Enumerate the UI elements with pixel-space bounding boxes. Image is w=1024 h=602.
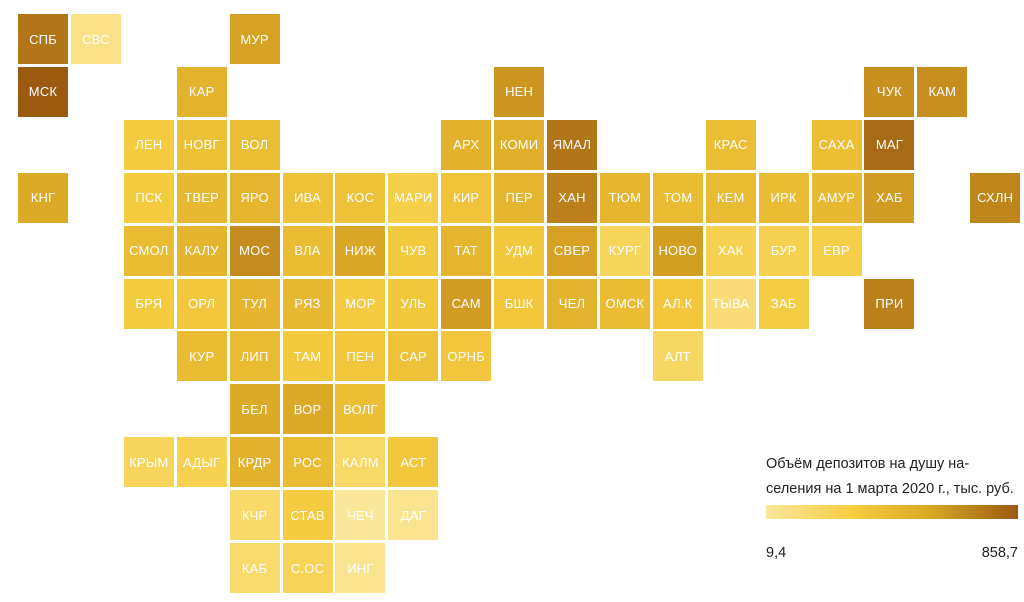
region-tile-С.ОС: С.ОС: [282, 543, 333, 593]
region-tile-ЧЕЧ: ЧЕЧ: [335, 490, 386, 541]
region-tile-ДАГ: ДАГ: [388, 490, 439, 541]
region-tile-ЯМАЛ: ЯМАЛ: [547, 119, 597, 170]
region-tile-НОВГ: НОВГ: [176, 119, 227, 170]
region-tile-РОС: РОС: [282, 437, 333, 488]
legend: Объём депозитов на душу на-селения на 1 …: [766, 452, 1018, 561]
region-tile-НОВО: НОВО: [652, 225, 703, 276]
legend-title: Объём депозитов на душу на-селения на 1 …: [766, 456, 1014, 497]
region-tile-САМ: САМ: [441, 278, 492, 329]
region-tile-ХАН: ХАН: [547, 172, 597, 223]
region-tile-РЯЗ: РЯЗ: [282, 278, 333, 329]
region-tile-ЗАБ: ЗАБ: [758, 278, 809, 329]
region-tile-ОМСК: ОМСК: [599, 278, 650, 329]
region-tile-БШК: БШК: [494, 278, 545, 329]
region-tile-ТОМ: ТОМ: [652, 172, 703, 223]
region-tile-АСТ: АСТ: [388, 437, 439, 488]
region-tile-КЧР: КЧР: [229, 490, 280, 541]
region-tile-ЛЕН: ЛЕН: [123, 119, 174, 170]
region-tile-ТАМ: ТАМ: [282, 331, 333, 382]
region-tile-КАБ: КАБ: [229, 543, 280, 593]
region-tile-КАЛМ: КАЛМ: [335, 437, 386, 488]
region-tile-КРЫМ: КРЫМ: [123, 437, 174, 488]
region-tile-ТВЕР: ТВЕР: [176, 172, 227, 223]
region-tile-САР: САР: [388, 331, 439, 382]
legend-max-label: 858,7: [981, 545, 1018, 561]
region-tile-СМОЛ: СМОЛ: [123, 225, 174, 276]
region-tile-БУР: БУР: [758, 225, 809, 276]
region-tile-КАЛУ: КАЛУ: [176, 225, 227, 276]
region-tile-СВЕР: СВЕР: [547, 225, 597, 276]
region-tile-ПРИ: ПРИ: [864, 278, 915, 329]
region-tile-ВОЛГ: ВОЛГ: [335, 384, 386, 435]
legend-color-bar: [766, 505, 1018, 519]
region-tile-КРДР: КРДР: [229, 437, 280, 488]
region-tile-МАРИ: МАРИ: [388, 172, 439, 223]
region-tile-СТАВ: СТАВ: [282, 490, 333, 541]
region-tile-КРАС: КРАС: [705, 119, 756, 170]
region-tile-БРЯ: БРЯ: [123, 278, 174, 329]
region-tile-АЛ.К: АЛ.К: [652, 278, 703, 329]
region-tile-ЧУВ: ЧУВ: [388, 225, 439, 276]
region-tile-МСК: МСК: [18, 66, 68, 117]
region-tile-СВС: СВС: [70, 14, 121, 64]
region-tile-НЕН: НЕН: [494, 66, 545, 117]
region-tile-ЯРО: ЯРО: [229, 172, 280, 223]
region-tile-ПЕР: ПЕР: [494, 172, 545, 223]
region-tile-ПСК: ПСК: [123, 172, 174, 223]
region-tile-КУРГ: КУРГ: [599, 225, 650, 276]
region-tile-ТУЛ: ТУЛ: [229, 278, 280, 329]
region-tile-ТАТ: ТАТ: [441, 225, 492, 276]
region-tile-БЕЛ: БЕЛ: [229, 384, 280, 435]
region-tile-ТЫВА: ТЫВА: [705, 278, 756, 329]
region-tile-НИЖ: НИЖ: [335, 225, 386, 276]
region-tile-МАГ: МАГ: [864, 119, 915, 170]
region-tile-СХЛН: СХЛН: [970, 172, 1021, 223]
region-tile-КИР: КИР: [441, 172, 492, 223]
region-tile-ЧУК: ЧУК: [864, 66, 915, 117]
region-tile-ИНГ: ИНГ: [335, 543, 386, 593]
region-tile-ИРК: ИРК: [758, 172, 809, 223]
region-tile-КОС: КОС: [335, 172, 386, 223]
region-tile-КУР: КУР: [176, 331, 227, 382]
region-tile-УДМ: УДМ: [494, 225, 545, 276]
region-tile-ХАК: ХАК: [705, 225, 756, 276]
region-tile-КЕМ: КЕМ: [705, 172, 756, 223]
region-tile-СПБ: СПБ: [18, 14, 68, 64]
region-tile-ЕВР: ЕВР: [811, 225, 862, 276]
region-tile-ХАБ: ХАБ: [864, 172, 915, 223]
region-tile-МОР: МОР: [335, 278, 386, 329]
region-tile-КАМ: КАМ: [917, 66, 968, 117]
region-tile-ПЕН: ПЕН: [335, 331, 386, 382]
legend-min-label: 9,4: [766, 545, 787, 561]
region-tile-ВОР: ВОР: [282, 384, 333, 435]
region-tile-КОМИ: КОМИ: [494, 119, 545, 170]
region-tile-МОС: МОС: [229, 225, 280, 276]
region-tile-ВЛА: ВЛА: [282, 225, 333, 276]
region-tile-ОРЛ: ОРЛ: [176, 278, 227, 329]
region-tile-АДЫГ: АДЫГ: [176, 437, 227, 488]
region-tile-ВОЛ: ВОЛ: [229, 119, 280, 170]
region-tile-ЛИП: ЛИП: [229, 331, 280, 382]
region-tile-АМУР: АМУР: [811, 172, 862, 223]
region-tile-МУР: МУР: [229, 14, 280, 64]
region-tile-ТЮМ: ТЮМ: [599, 172, 650, 223]
region-tile-ОРНБ: ОРНБ: [441, 331, 492, 382]
region-tile-КНГ: КНГ: [18, 172, 68, 223]
region-tile-САХА: САХА: [811, 119, 862, 170]
region-tile-КАР: КАР: [176, 66, 227, 117]
region-tile-АЛТ: АЛТ: [652, 331, 703, 382]
region-tile-АРХ: АРХ: [441, 119, 492, 170]
region-tile-ИВА: ИВА: [282, 172, 333, 223]
region-tile-ЧЕЛ: ЧЕЛ: [547, 278, 597, 329]
region-tile-УЛЬ: УЛЬ: [388, 278, 439, 329]
